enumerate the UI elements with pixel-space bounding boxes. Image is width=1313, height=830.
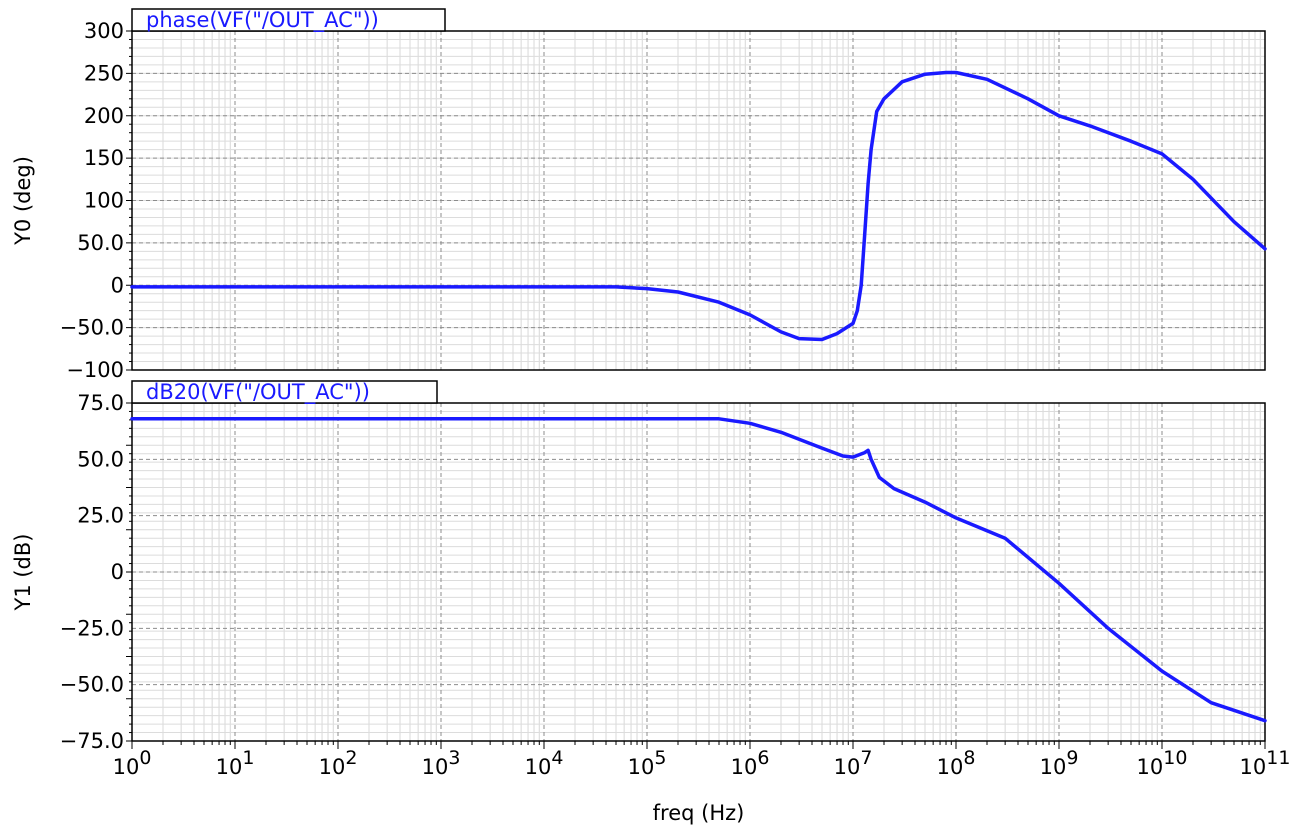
x-axis-ticks: 100 101 102 103 104 105 106 107 108 109 1010 1011	[113, 741, 1291, 779]
y-tick-label: 0	[111, 273, 124, 297]
y-tick-label: 200	[84, 104, 124, 128]
y-tick-label: 0	[111, 560, 124, 584]
bottom-panel-db20-trace[interactable]	[130, 417, 1267, 723]
x-tick-label: 101	[216, 747, 255, 779]
bottom-panel: 75.0 50.0 25.0 0 −25.0 −50.0 −75.0 dB20(VF("/O…	[11, 380, 1267, 753]
x-tick-label: 107	[834, 747, 873, 779]
y-tick-label: 150	[84, 146, 124, 170]
bottom-panel-trace-label-box[interactable]: dB20(VF("/OUT_AC"))	[131, 380, 438, 405]
x-tick-label: 103	[422, 747, 461, 779]
x-tick-label: 1011	[1240, 747, 1291, 779]
y-tick-label: 25.0	[77, 504, 124, 528]
bottom-panel-trace-label-bg	[131, 380, 438, 404]
y-tick-label: −100	[66, 358, 124, 382]
bottom-panel-y-axis-label: Y1 (dB)	[11, 534, 35, 612]
top-panel-trace-label-bg	[131, 8, 446, 32]
y-tick-label: −25.0	[60, 616, 124, 640]
y-tick-label: 50.0	[77, 447, 124, 471]
bottom-panel-trace-label: dB20(VF("/OUT_AC"))	[146, 380, 370, 405]
x-tick-label: 106	[731, 747, 770, 779]
y-tick-label: 100	[84, 189, 124, 213]
y-tick-label: 300	[84, 19, 124, 43]
top-panel-grid	[131, 30, 1266, 371]
top-panel-phase-trace[interactable]	[130, 70, 1267, 342]
top-panel-y-ticks: 300 250 200 150 100 50.0 0 −50.0 −100	[60, 19, 132, 382]
x-tick-label: 105	[628, 747, 667, 779]
top-panel-trace-label-box[interactable]: phase(VF("/OUT_AC"))	[131, 8, 446, 33]
y-tick-label: −50.0	[60, 673, 124, 697]
y-tick-label: 75.0	[77, 391, 124, 415]
x-tick-label: 109	[1040, 747, 1079, 779]
bottom-panel-grid	[131, 402, 1266, 742]
x-axis-label: freq (Hz)	[653, 801, 745, 825]
top-panel: 300 250 200 150 100 50.0 0 −50.0 −100 phase(VF("…	[11, 8, 1267, 382]
x-tick-label: 1010	[1137, 747, 1188, 779]
y-tick-label: 250	[84, 61, 124, 85]
top-panel-y-axis-label: Y0 (deg)	[11, 156, 35, 246]
y-tick-label: −75.0	[60, 729, 124, 753]
x-tick-label: 104	[525, 747, 564, 779]
y-tick-label: −50.0	[60, 316, 124, 340]
x-tick-label: 102	[319, 747, 358, 779]
x-tick-label: 108	[937, 747, 976, 779]
y-tick-label: 50.0	[77, 231, 124, 255]
top-panel-trace-label: phase(VF("/OUT_AC"))	[146, 8, 379, 33]
bottom-panel-y-ticks: 75.0 50.0 25.0 0 −25.0 −50.0 −75.0	[60, 391, 132, 753]
